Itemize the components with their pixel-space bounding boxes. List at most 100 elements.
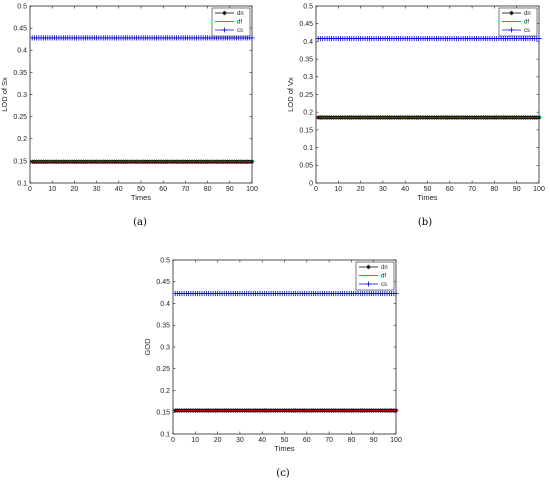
y-tick-label: 0.45 <box>13 26 27 33</box>
chart-panel-2: 0 10 20 30 40 50 60 70 80 90 100 0 0.05 0.1 0.15 0.2 0.2… <box>286 3 545 228</box>
x-tick-label: 70 <box>468 186 476 193</box>
chart-panel-3: 0 10 20 30 40 50 60 70 80 90 100 0.1 0.15 0.2 0.25 0.3 0… <box>143 257 402 479</box>
y-tick-label: 0.15 <box>299 127 313 134</box>
x-tick-label: 50 <box>137 186 145 193</box>
x-tick-label: 20 <box>214 437 222 444</box>
legend-label-df: df <box>237 20 242 26</box>
x-tick-label: 50 <box>281 437 289 444</box>
x-tick-label: 90 <box>226 186 234 193</box>
legend-label-cs: cs <box>381 282 387 288</box>
x-tick-label: 60 <box>446 186 454 193</box>
y-tick-label: 0.3 <box>160 344 170 351</box>
legend-label-dn: dn <box>237 11 244 17</box>
legend-label-cs: cs <box>237 28 243 34</box>
legend-box <box>498 7 538 37</box>
x-tick-label: 100 <box>390 437 402 444</box>
y-tick-label: 0.1 <box>17 180 27 187</box>
y-tick-label: 0.2 <box>160 388 170 395</box>
y-tick-label: 0.35 <box>156 323 170 330</box>
x-tick-label: 80 <box>204 186 212 193</box>
y-tick-label: 0.2 <box>303 110 313 117</box>
x-tick-label: 90 <box>370 437 378 444</box>
y-tick-label: 0.25 <box>299 92 313 99</box>
legend-label-df: df <box>381 274 386 280</box>
legend-marker-dn <box>509 10 514 16</box>
legend-label-cs: cs <box>524 28 530 34</box>
x-tick-label: 30 <box>93 186 101 193</box>
x-tick-label: 20 <box>71 186 79 193</box>
y-tick-label: 0.3 <box>303 74 313 81</box>
series-cs <box>315 35 542 42</box>
y-tick-label: 0 <box>309 180 313 187</box>
panel-caption: (b) <box>418 217 432 228</box>
x-tick-label: 30 <box>236 437 244 444</box>
x-axis-label: Times <box>417 193 437 202</box>
y-tick-label: 0.4 <box>17 48 27 55</box>
x-tick-label: 30 <box>379 186 387 193</box>
y-tick-label: 0.15 <box>156 410 170 417</box>
y-tick-label: 0.5 <box>303 3 313 10</box>
point-cs <box>393 290 399 297</box>
y-tick-label: 0.05 <box>299 163 313 170</box>
x-tick-label: 10 <box>48 186 56 193</box>
x-tick-label: 80 <box>491 186 499 193</box>
legend-label-dn: dn <box>381 265 388 271</box>
y-tick-label: 0.45 <box>299 21 313 28</box>
legend: dn df cs <box>355 261 395 291</box>
y-tick-label: 0.25 <box>156 366 170 373</box>
x-tick-label: 0 <box>171 437 175 444</box>
x-tick-label: 60 <box>159 186 167 193</box>
x-tick-label: 60 <box>303 437 311 444</box>
y-tick-label: 0.5 <box>160 257 170 264</box>
y-tick-label: 0.3 <box>17 92 27 99</box>
x-tick-label: 10 <box>191 437 199 444</box>
legend: dn df cs <box>498 7 538 37</box>
y-tick-label: 0.25 <box>13 114 27 121</box>
x-tick-label: 100 <box>246 186 258 193</box>
y-axis-label: LOD of Vx <box>286 77 295 112</box>
y-tick-label: 0.4 <box>303 39 313 46</box>
x-tick-label: 40 <box>401 186 409 193</box>
x-tick-label: 0 <box>28 186 32 193</box>
y-tick-label: 0.4 <box>160 301 170 308</box>
legend: dn df cs <box>211 7 251 37</box>
y-tick-label: 0.1 <box>303 145 313 152</box>
x-tick-label: 40 <box>115 186 123 193</box>
y-axis-label: GOD <box>143 338 152 356</box>
chart-panel-1: 0 10 20 30 40 50 60 70 80 90 100 0.1 0.15 0.2 0.25 0.3 0… <box>0 3 258 228</box>
x-tick-label: 40 <box>258 437 266 444</box>
x-tick-label: 70 <box>182 186 190 193</box>
x-axis-label: Times <box>274 444 294 453</box>
legend-label-df: df <box>524 20 529 26</box>
y-tick-label: 0.5 <box>17 3 27 10</box>
y-tick-label: 0.35 <box>13 70 27 77</box>
x-axis-label: Times <box>131 193 151 202</box>
y-tick-label: 0.45 <box>156 279 170 286</box>
legend-marker-dn <box>366 264 371 270</box>
x-tick-label: 0 <box>314 186 318 193</box>
point-cs <box>249 35 255 41</box>
legend-box <box>211 7 251 37</box>
panel-caption: (c) <box>276 468 290 479</box>
x-tick-label: 10 <box>334 186 342 193</box>
x-tick-label: 80 <box>348 437 356 444</box>
x-tick-label: 50 <box>424 186 432 193</box>
y-tick-label: 0.2 <box>17 136 27 143</box>
point-cs <box>536 35 542 42</box>
series-cs <box>29 35 255 41</box>
y-tick-label: 0.1 <box>160 431 170 438</box>
legend-label-dn: dn <box>524 11 531 17</box>
legend-marker-cs <box>222 27 227 33</box>
series-cs <box>172 290 399 297</box>
x-tick-label: 20 <box>357 186 365 193</box>
panel-caption: (a) <box>133 217 147 228</box>
legend-box <box>355 261 395 291</box>
legend-marker-dn <box>222 10 227 16</box>
legend-marker-cs <box>509 27 514 33</box>
x-tick-label: 90 <box>513 186 521 193</box>
y-tick-label: 0.35 <box>299 57 313 64</box>
y-axis-label: LOD of Sx <box>0 77 9 112</box>
legend-marker-cs <box>366 281 371 287</box>
y-tick-label: 0.15 <box>13 158 27 165</box>
